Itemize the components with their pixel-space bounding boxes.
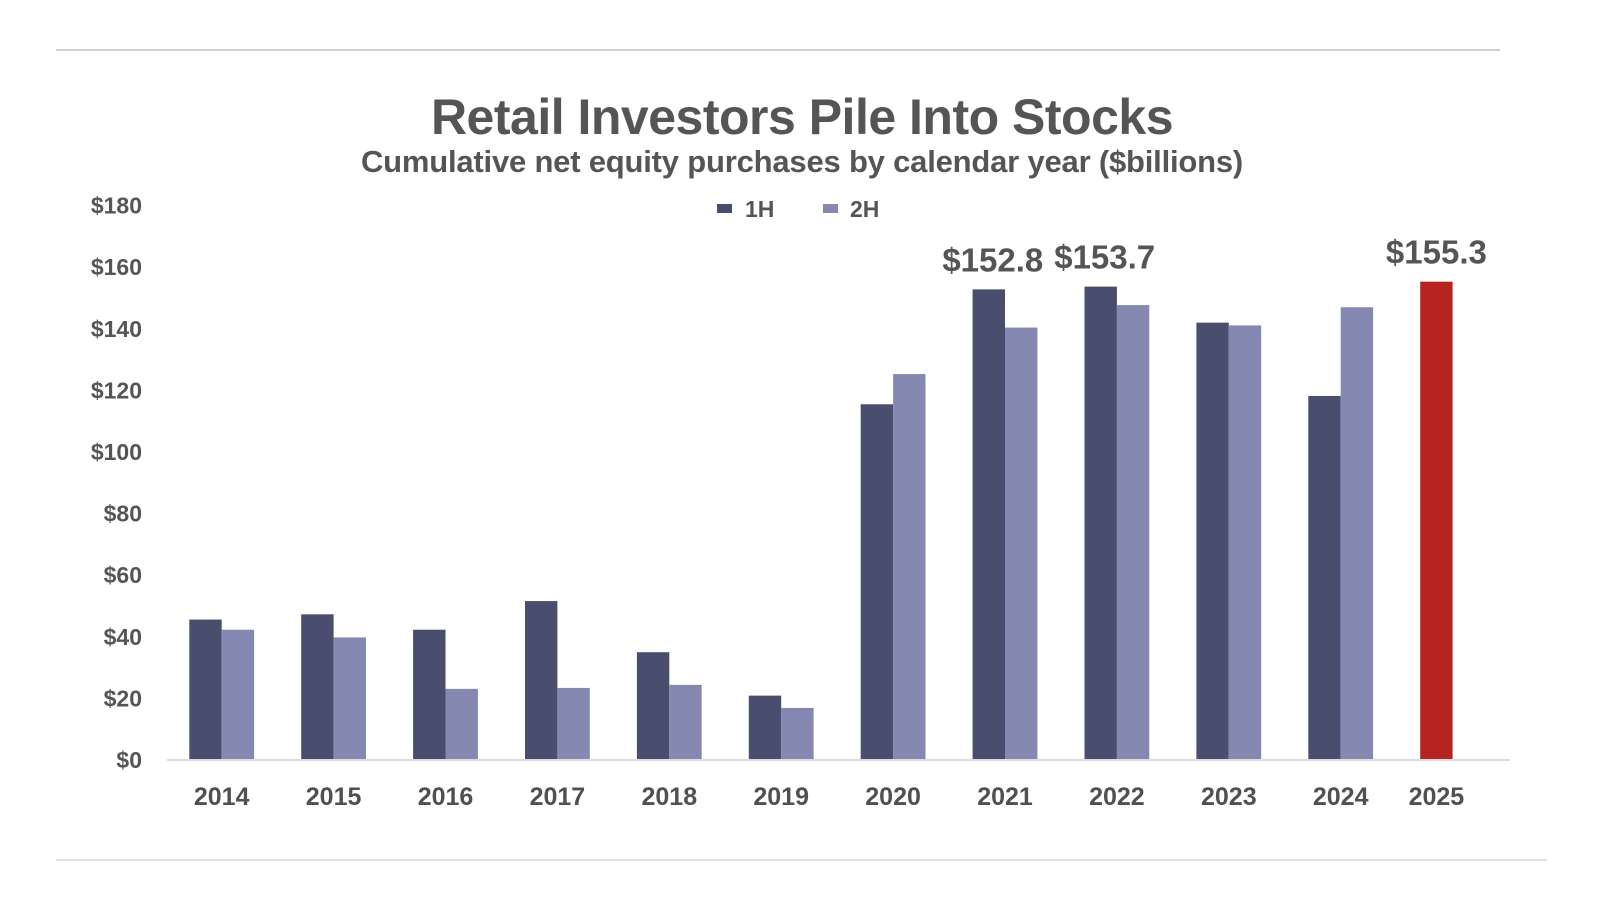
y-tick-label: $60 xyxy=(104,562,142,588)
bar-2017-1h xyxy=(525,601,558,760)
y-tick-label: $180 xyxy=(91,193,142,219)
legend: 1H 2H xyxy=(717,196,879,222)
bar-2020-1h xyxy=(860,404,894,760)
bar-2015-2h xyxy=(333,637,366,760)
bar-2021-1h xyxy=(972,289,1005,760)
bar-2022-1h xyxy=(1084,286,1117,760)
bar-2014-1h xyxy=(189,619,222,760)
legend-label-1h: 1H xyxy=(745,196,774,222)
bars xyxy=(189,281,1453,760)
x-tick-label: 2021 xyxy=(977,783,1033,811)
x-tick-label: 2022 xyxy=(1089,783,1145,811)
data-label-2021: $152.8 xyxy=(942,241,1043,278)
bar-2021-2h xyxy=(1005,327,1038,760)
legend-swatch-2h xyxy=(823,204,838,213)
bar-2020-2h xyxy=(893,374,926,760)
bar-2016-2h xyxy=(445,688,478,760)
y-tick-label: $80 xyxy=(104,501,142,527)
bar-2024-1h xyxy=(1308,395,1341,760)
y-tick-label: $20 xyxy=(104,685,142,711)
y-tick-label: $140 xyxy=(91,316,142,342)
x-tick-label: 2019 xyxy=(753,783,809,811)
bar-2019-1h xyxy=(748,695,782,760)
bar-2023-1h xyxy=(1196,322,1229,760)
x-tick-label: 2014 xyxy=(194,783,250,811)
bottom-divider xyxy=(56,859,1547,861)
legend-label-2h: 2H xyxy=(850,196,879,222)
x-tick-label: 2016 xyxy=(418,783,474,811)
x-axis: 2014 2015 2016 2017 2018 2019 2020 2021 2022 2023… xyxy=(194,783,1464,811)
legend-swatch-1h xyxy=(717,204,732,213)
chart-title: Retail Investors Pile Into Stocks xyxy=(430,89,1174,145)
bar-2017-2h xyxy=(557,687,590,760)
x-tick-label: 2020 xyxy=(865,783,921,811)
bar-2023-2h xyxy=(1228,325,1262,760)
bar-2018-2h xyxy=(669,684,702,760)
bar-2015-1h xyxy=(301,614,334,760)
x-tick-label: 2024 xyxy=(1313,783,1369,811)
bar-2016-1h xyxy=(413,629,446,760)
y-tick-label: $40 xyxy=(104,624,142,650)
x-tick-label: 2025 xyxy=(1409,783,1465,811)
data-labels: $152.8 $153.7 $155.3 xyxy=(942,234,1487,279)
bar-2025-1h xyxy=(1420,281,1453,760)
x-tick-label: 2015 xyxy=(306,783,362,811)
y-tick-label: $0 xyxy=(116,747,142,773)
y-tick-label: $160 xyxy=(91,254,142,280)
data-label-2022: $153.7 xyxy=(1054,239,1155,276)
bar-2019-2h xyxy=(781,707,814,760)
y-tick-label: $100 xyxy=(91,439,142,465)
y-axis: $0 $20 $40 $60 $80 $100 $120 $140 $160 $180 xyxy=(91,193,142,773)
x-tick-label: 2017 xyxy=(530,783,586,811)
top-divider xyxy=(56,49,1500,51)
bar-2018-1h xyxy=(636,652,670,760)
bar-2014-2h xyxy=(221,629,255,760)
bar-2022-2h xyxy=(1116,305,1150,760)
x-tick-label: 2018 xyxy=(641,783,697,811)
data-label-2025: $155.3 xyxy=(1386,234,1487,271)
bar-2024-2h xyxy=(1340,307,1374,760)
chart-subtitle: Cumulative net equity purchases by calen… xyxy=(360,144,1244,179)
y-tick-label: $120 xyxy=(91,377,142,403)
x-tick-label: 2023 xyxy=(1201,783,1257,811)
